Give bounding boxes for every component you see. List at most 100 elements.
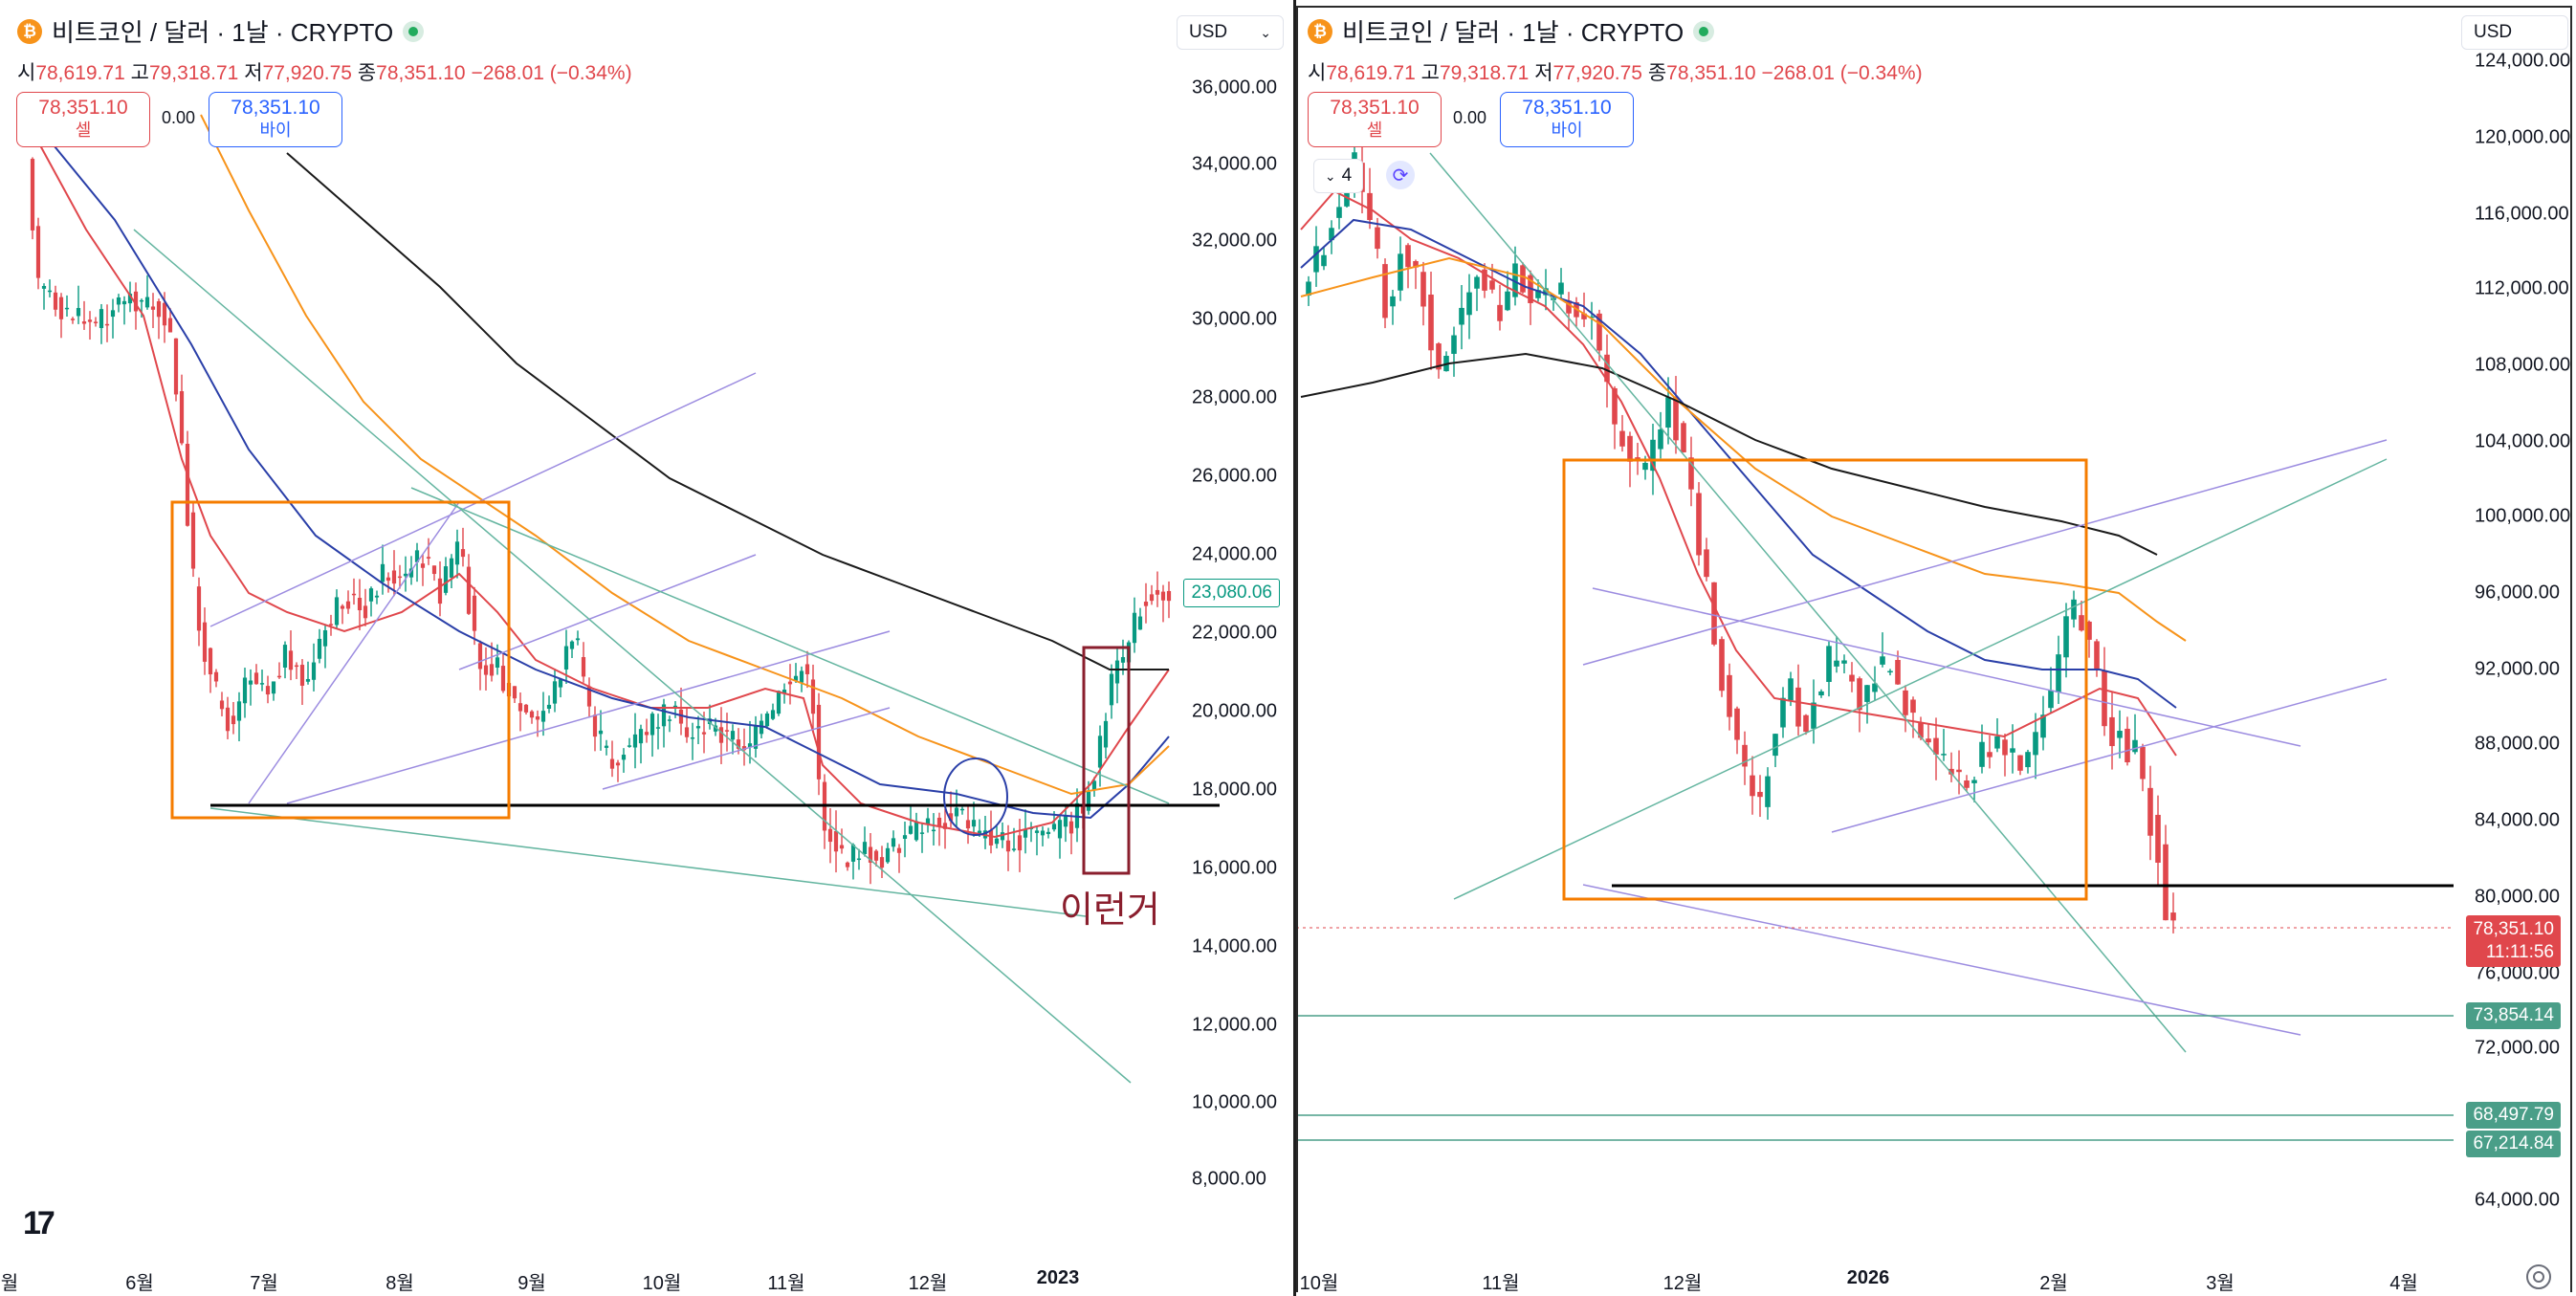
pane-divider[interactable]: [1293, 0, 1296, 1296]
left-time-axis[interactable]: 월 6월 7월 8월 9월 10월 11월 12월 2023: [0, 1263, 1293, 1296]
left-price-axis-tick: 24,000.00: [1192, 543, 1277, 565]
trendline-purple-2: [248, 501, 460, 804]
candle-body: [173, 338, 179, 395]
right-currency-select[interactable]: USD: [2461, 15, 2568, 50]
buy-label: 바이: [259, 121, 292, 140]
candle-body: [116, 297, 121, 305]
candle-body: [208, 648, 213, 675]
left-price-axis-tick: 36,000.00: [1192, 77, 1277, 99]
candle-body: [873, 850, 879, 861]
candle-body: [1834, 660, 1839, 667]
candle-body: [965, 820, 971, 829]
left-symbol-title[interactable]: 비트코인 / 달러 · 1날 · CRYPTO: [52, 18, 394, 47]
candle-body: [2063, 616, 2069, 658]
candle-body: [1057, 820, 1063, 839]
candle-body: [2071, 599, 2077, 620]
sync-icon[interactable]: ⟳: [1386, 161, 1415, 189]
right-price-axis-tick: 108,000.00: [2475, 354, 2571, 376]
level-tag-3: 67,214.84: [2466, 1131, 2561, 1157]
candle-body: [1910, 699, 1916, 714]
trendline-purple-2: [1592, 587, 2301, 747]
right-price-axis[interactable]: 124,000.00 120,000.00 116,000.00 112,000.00…: [2461, 0, 2576, 1263]
open-value: 78,619.71: [35, 62, 125, 84]
candle-body: [879, 857, 885, 868]
level-tag-1: 73,854.14: [2466, 1002, 2561, 1029]
candle-body: [724, 730, 730, 732]
candle-body: [1005, 840, 1011, 852]
trendline-green-1: [133, 229, 1132, 1084]
candle-body: [1520, 265, 1526, 293]
range-box: [170, 500, 511, 820]
candle-body: [839, 845, 845, 849]
candle-body: [919, 832, 925, 834]
candle-body: [64, 307, 70, 310]
annotation-text[interactable]: 이런거: [1060, 890, 1160, 931]
right-sell-button[interactable]: 78,351.10 셀: [1308, 92, 1442, 147]
candle-body: [231, 715, 236, 725]
candle-body: [317, 638, 322, 659]
gear-icon[interactable]: [2526, 1264, 2551, 1289]
indicator-toggle-button[interactable]: ⌄ 4: [1313, 159, 1363, 193]
change-value: −268.01 (−0.34%): [1761, 62, 1923, 84]
left-spread: 0.00: [162, 108, 196, 127]
right-buy-button[interactable]: 78,351.10 바이: [1500, 92, 1634, 147]
candle-body: [1166, 590, 1172, 602]
tradingview-logo-icon[interactable]: 17: [23, 1205, 55, 1241]
high-value: 79,318.71: [1439, 62, 1530, 84]
candle-body: [288, 650, 294, 670]
left-currency-select[interactable]: USD ⌄: [1177, 15, 1284, 50]
left-price-axis[interactable]: 36,000.00 34,000.00 32,000.00 30,000.00 28,0…: [1178, 0, 1293, 1263]
candle-body: [1023, 829, 1028, 838]
candle-body: [1665, 397, 1671, 428]
candle-body: [385, 577, 391, 582]
candle-body: [988, 829, 994, 846]
left-price-axis-tick: 10,000.00: [1192, 1091, 1277, 1113]
bitcoin-icon: ₿: [17, 18, 42, 44]
right-time-axis[interactable]: 10월 11월 12월 2026 2월 3월 4월: [1296, 1263, 2576, 1296]
last-price-value: 78,351.10: [2473, 919, 2554, 939]
candle-body: [1068, 821, 1074, 834]
candle-body: [690, 737, 695, 739]
left-price-plot[interactable]: [0, 0, 1293, 1296]
left-sell-button[interactable]: 78,351.10 셀: [16, 92, 150, 147]
candle-body: [1650, 439, 1656, 472]
candle-body: [512, 686, 517, 699]
sell-price: 78,351.10: [1330, 97, 1420, 119]
left-buy-button[interactable]: 78,351.10 바이: [209, 92, 342, 147]
right-price-plot[interactable]: [1296, 0, 2576, 1296]
left-price-axis-tick: 32,000.00: [1192, 230, 1277, 252]
right-symbol-title[interactable]: 비트코인 / 달러 · 1날 · CRYPTO: [1342, 18, 1684, 47]
candle-body: [736, 739, 741, 749]
market-status-icon[interactable]: [1693, 20, 1715, 42]
candle-body: [104, 323, 110, 326]
candle-body: [1313, 246, 1319, 273]
candle-body: [408, 568, 414, 578]
candle-body: [563, 646, 569, 670]
market-status-icon[interactable]: [403, 20, 425, 42]
right-last-price-tag: 78,351.10 11:11:56: [2466, 915, 2561, 967]
candle-body: [282, 645, 288, 668]
candle-body: [1034, 830, 1040, 833]
candle-body: [1474, 276, 1480, 289]
chevron-down-icon: ⌄: [1260, 24, 1271, 40]
candle-body: [902, 835, 908, 839]
candle-body: [730, 731, 736, 740]
right-chart-pane[interactable]: ₿ 비트코인 / 달러 · 1날 · CRYPTO 시78,619.71 고79…: [1296, 0, 2576, 1296]
left-chart-pane[interactable]: ₿ 비트코인 / 달러 · 1날 · CRYPTO 시78,619.71 고79…: [0, 0, 1293, 1296]
candle-body: [753, 725, 759, 749]
candle-body: [644, 732, 650, 736]
candle-body: [977, 830, 982, 834]
left-last-price-tag: 23,080.06: [1183, 579, 1280, 607]
ma-mid-line: [1300, 218, 2177, 709]
candle-body: [1120, 657, 1126, 663]
candle-body: [236, 701, 242, 721]
candle-body: [248, 680, 253, 685]
candle-body: [638, 729, 644, 744]
candle-body: [793, 675, 799, 681]
candle-body: [466, 566, 472, 614]
candle-body: [896, 847, 902, 853]
candle-body: [1390, 296, 1396, 307]
candle-body: [47, 290, 53, 293]
candle-body: [1074, 802, 1080, 828]
candle-body: [357, 598, 363, 611]
